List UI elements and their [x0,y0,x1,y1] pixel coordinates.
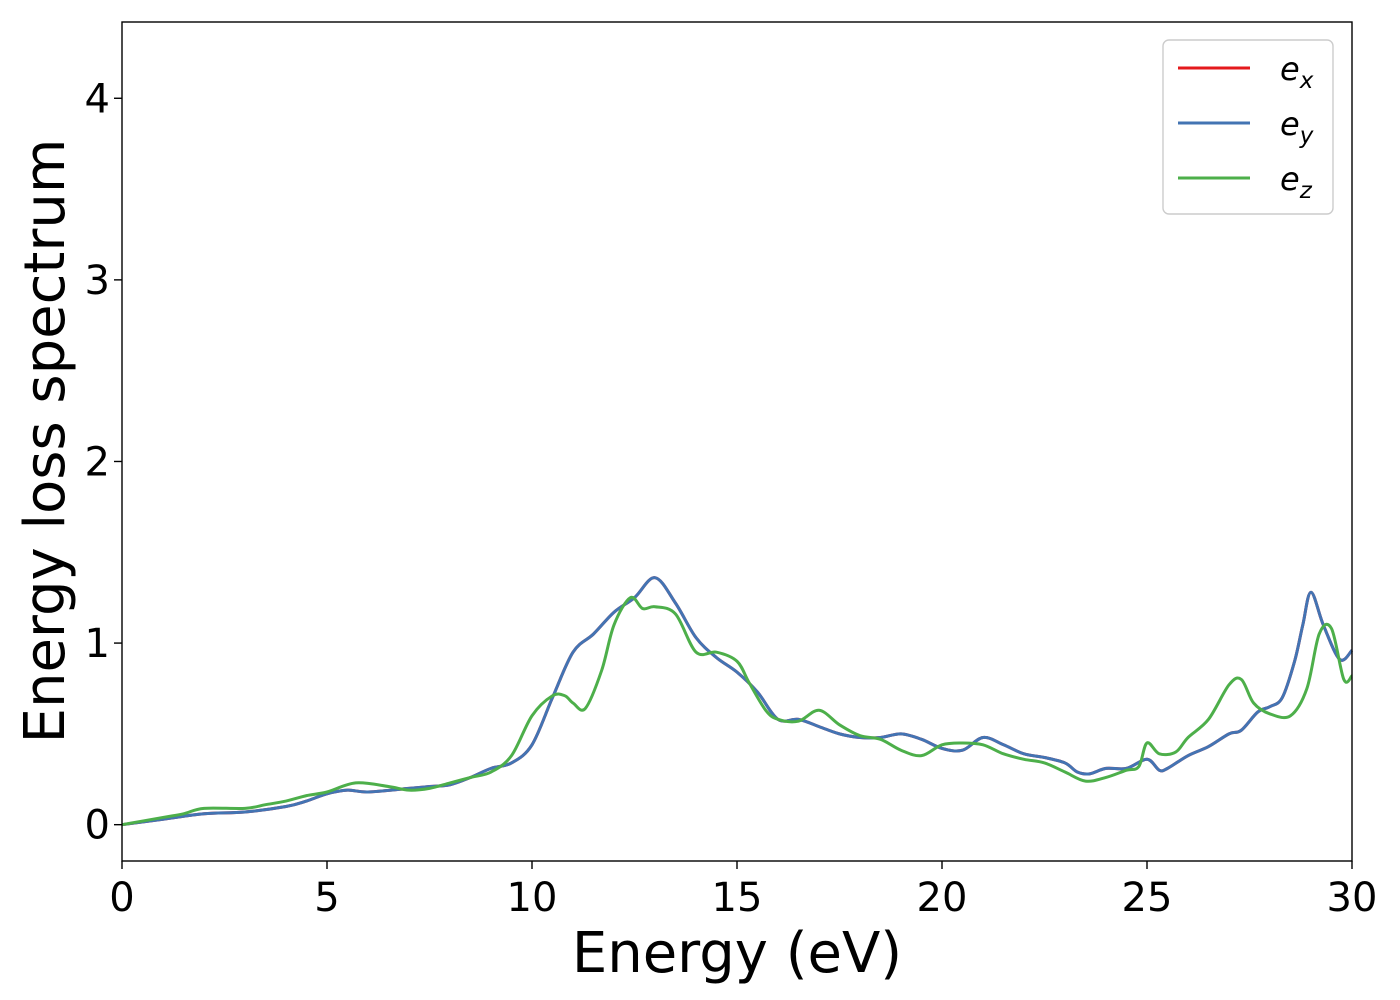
y-axis-title: Energy loss spectrum [13,139,78,744]
x-tick-label: 0 [109,875,134,921]
legend-label-subscript: y [1299,123,1314,149]
legend-label-e-z: ez [1280,160,1313,204]
y-tick-label: 1 [85,621,110,667]
legend-label-base: e [1280,50,1300,88]
series-layer [121,576,1354,827]
legend-label-e-y: ey [1280,105,1314,149]
y-axis-ticks: 0 1 2 3 4 [85,76,122,849]
x-axis-ticks: 0 5 10 15 20 25 30 [109,861,1377,921]
legend-label-base: e [1280,160,1300,198]
y-tick-label: 0 [85,803,110,849]
x-tick-label: 5 [314,875,339,921]
series-line-e-y [121,576,1354,827]
x-tick-label: 20 [917,875,968,921]
y-tick-label: 2 [85,439,110,485]
y-tick-label: 4 [85,76,110,122]
x-tick-label: 15 [712,875,763,921]
legend-label-e-x: ex [1280,50,1314,94]
x-tick-label: 25 [1122,875,1173,921]
legend-label-base: e [1280,105,1300,143]
legend-label-subscript: z [1299,178,1313,204]
x-tick-label: 10 [507,875,558,921]
series-line-e-z [121,595,1354,827]
plot-background [122,22,1352,861]
legend-label-subscript: x [1299,68,1314,94]
legend-frame [1162,39,1334,215]
x-tick-label: 30 [1327,875,1378,921]
y-tick-label: 3 [85,258,110,304]
x-axis-title: Energy (eV) [572,921,902,986]
